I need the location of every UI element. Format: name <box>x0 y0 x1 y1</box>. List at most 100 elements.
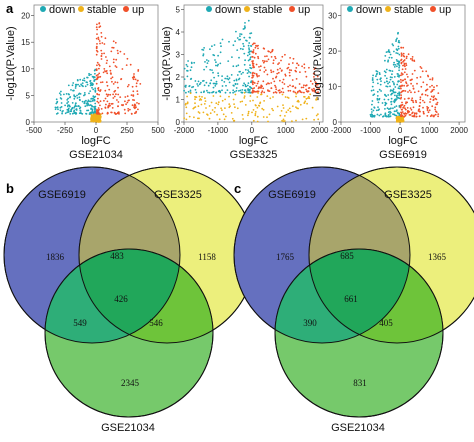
data-point-up <box>97 101 100 104</box>
data-point-stable <box>401 118 403 121</box>
data-point-up <box>426 83 428 86</box>
data-point-down <box>93 98 96 101</box>
venn-c-region-21034-only: 831 <box>353 378 367 388</box>
data-point-up <box>299 71 301 73</box>
x-tick-label: 0 <box>94 126 99 135</box>
data-point-down <box>397 31 399 34</box>
data-point-up <box>277 63 279 65</box>
data-point-stable <box>307 97 309 99</box>
data-point-up <box>413 59 416 62</box>
data-point-up <box>298 83 301 85</box>
data-point-up <box>96 61 99 64</box>
x-tick-label: 0 <box>250 126 255 135</box>
data-point-down <box>396 48 398 51</box>
data-point-stable <box>252 119 255 122</box>
data-point-down <box>389 85 391 88</box>
data-point-up <box>131 76 134 79</box>
data-point-stable <box>229 105 232 107</box>
data-point-up <box>116 49 119 52</box>
data-point-up <box>257 80 260 83</box>
data-point-stable <box>185 118 188 121</box>
data-point-down <box>394 64 397 66</box>
data-point-down <box>238 77 241 80</box>
data-point-down <box>203 84 206 87</box>
data-point-down <box>239 33 242 35</box>
data-point-stable <box>309 93 312 96</box>
volcano-plot-gse21034: -500 -250 0 250 500 0 5 10 15 20 logFC GSE21034 -log… <box>5 4 165 161</box>
data-point-up <box>401 73 404 76</box>
data-point-down <box>83 77 86 80</box>
data-point-down <box>184 86 187 88</box>
data-point-up <box>410 99 413 102</box>
data-point-stable <box>283 120 286 122</box>
data-point-stable <box>399 119 401 122</box>
data-point-up <box>97 38 100 41</box>
data-point-up <box>280 70 283 72</box>
venn-c-label-gse6919: GSE6919 <box>268 189 316 201</box>
data-point-stable <box>247 112 250 115</box>
data-point-down <box>393 61 395 64</box>
data-point-stable <box>205 107 207 109</box>
data-point-down <box>208 91 211 94</box>
data-point-down <box>380 90 382 92</box>
series-down <box>369 31 401 118</box>
data-point-up <box>411 58 414 60</box>
data-point-down <box>71 102 74 104</box>
data-point-up <box>411 73 414 75</box>
data-point-down <box>248 70 250 73</box>
data-point-stable <box>208 105 211 107</box>
data-point-up <box>272 59 275 62</box>
data-point-up <box>426 115 429 117</box>
data-point-stable <box>204 100 207 102</box>
data-point-down <box>250 67 253 70</box>
data-point-stable <box>315 98 318 101</box>
data-point-down <box>248 88 251 91</box>
data-point-down <box>202 49 205 51</box>
data-point-up <box>402 106 405 109</box>
data-point-down <box>238 38 241 41</box>
data-point-up <box>106 72 109 75</box>
data-point-up <box>402 61 404 63</box>
data-point-up <box>289 57 291 59</box>
data-point-stable <box>225 115 227 118</box>
data-point-up <box>425 89 428 91</box>
data-point-up <box>105 70 108 72</box>
data-point-up <box>313 76 315 78</box>
data-point-down <box>241 89 244 91</box>
data-point-stable <box>192 107 195 110</box>
data-point-down <box>75 109 78 111</box>
data-point-down <box>394 86 397 88</box>
data-point-down <box>228 81 231 84</box>
data-point-up <box>295 70 297 73</box>
data-point-stable <box>188 115 191 118</box>
data-point-down <box>186 65 189 68</box>
data-point-stable <box>315 114 318 117</box>
data-point-down <box>391 89 394 92</box>
data-point-up <box>112 83 115 85</box>
data-point-down <box>72 89 74 92</box>
data-point-down <box>384 59 386 62</box>
data-point-stable <box>193 116 195 119</box>
data-point-up <box>282 91 285 94</box>
data-point-up <box>252 49 255 51</box>
data-point-stable <box>224 98 227 101</box>
data-point-up <box>253 56 256 59</box>
data-point-up <box>412 101 415 104</box>
data-point-up <box>316 88 319 91</box>
data-point-up <box>137 70 140 72</box>
data-point-down <box>212 86 215 89</box>
data-point-up <box>97 89 100 92</box>
data-point-up <box>296 62 299 65</box>
data-point-stable <box>402 120 405 122</box>
data-point-up <box>300 91 303 94</box>
data-point-up <box>95 74 98 77</box>
data-point-down <box>88 92 90 95</box>
data-point-up <box>409 79 412 82</box>
data-point-up <box>258 75 260 77</box>
data-point-down <box>69 113 72 115</box>
data-point-up <box>422 81 425 84</box>
data-point-up <box>400 59 402 62</box>
data-point-down <box>370 108 373 111</box>
data-point-down <box>213 76 216 79</box>
data-point-down <box>76 105 78 108</box>
